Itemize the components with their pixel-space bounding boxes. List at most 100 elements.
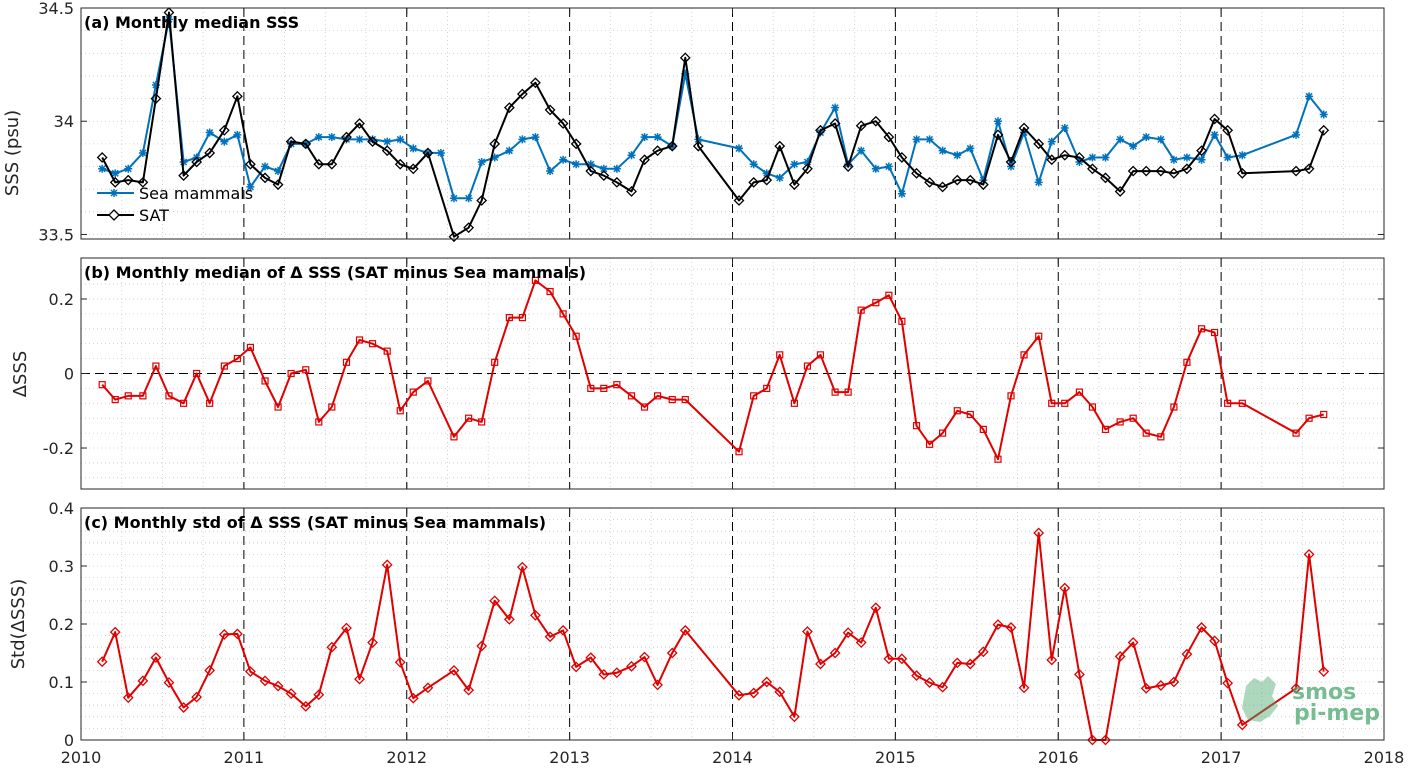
panel-a-point-sat — [666, 140, 678, 152]
panel-c-point-series — [489, 595, 501, 607]
panel-c-xtick-label: 2018 — [1364, 748, 1405, 767]
panel-b-point-series — [1170, 403, 1178, 411]
panel-c-point-series — [992, 619, 1004, 630]
panel-b-point-series — [966, 410, 974, 419]
panel-b-point-series — [274, 403, 282, 411]
panel-a-point-sat — [530, 77, 541, 89]
panel-a-point-sea-mammals — [884, 162, 893, 171]
panel-a-point-sat — [218, 124, 230, 136]
panel-a-point-sat — [231, 90, 243, 102]
panel-b-point-series — [1116, 418, 1124, 426]
panel-b-axes: -0.2 0 0.2 — [43, 257, 1385, 490]
panel-b-point-series — [287, 369, 295, 378]
panel-a-point-sea-mammals — [938, 146, 947, 155]
panel-b-point-series — [302, 366, 310, 374]
smos-pimep-logo: smos pi-mep — [1242, 676, 1380, 726]
panel-a-point-sat — [1318, 124, 1330, 136]
panel-b-point-series — [111, 395, 119, 404]
panel-a-point-sea-mammals — [857, 146, 866, 155]
panel-a-point-sat — [733, 195, 745, 206]
panel-c-point-series — [516, 561, 528, 573]
panel-a-point-sat — [1155, 165, 1167, 177]
panel-a-point-sea-mammals — [505, 146, 514, 155]
panel-a-point-sat — [122, 174, 134, 186]
panel-b-ytick-label: 0 — [64, 365, 74, 384]
panel-a-point-sat — [463, 222, 475, 234]
panel-b-point-series — [1305, 414, 1313, 422]
panel-a-point-sat — [503, 102, 515, 114]
panel-b-point-series — [572, 332, 580, 340]
panel-a-point-sat — [1196, 145, 1207, 157]
panel-b-point-series — [478, 418, 486, 426]
panel-a-point-sea-mammals — [1238, 151, 1247, 160]
panel-a-point-sea-mammals — [124, 164, 133, 173]
panel-c-point-series — [354, 673, 365, 685]
panel-a-point-sea-mammals — [490, 153, 499, 162]
panel-c-point-series — [503, 613, 515, 625]
panel-b-point-series — [1075, 388, 1084, 396]
panel-c-point-series — [951, 657, 963, 669]
panel-c-point-series — [855, 637, 867, 648]
panel-a-point-sat — [109, 176, 121, 188]
panel-c-point-series — [679, 624, 691, 636]
panel-a-point-sea-mammals — [790, 160, 799, 169]
panel-a-point-sat — [761, 174, 773, 186]
panel-b-point-series — [844, 388, 852, 396]
panel-c-point-series — [570, 661, 582, 673]
panel-a: 33.5 34 34.5 (a) Monthly median SSS SSS (p… — [2, 0, 1385, 244]
panel-b-point-series — [872, 299, 880, 307]
panel-a-point-sea-mammals — [735, 144, 744, 153]
panel-a-point-sat — [1140, 165, 1152, 177]
panel-c-point-series — [557, 624, 569, 636]
panel-a-point-sat — [1209, 113, 1221, 125]
panel-c-ytick-label: 0.2 — [49, 615, 74, 634]
panel-a-point-sea-mammals — [912, 135, 921, 144]
panel-b-point-series — [1292, 429, 1300, 437]
panel-b-title: (b) Monthly median of Δ SSS (SAT minus S… — [84, 263, 586, 282]
panel-a-point-sea-mammals — [151, 81, 160, 89]
panel-c-point-series — [652, 679, 663, 691]
panel-b-point-series — [518, 314, 526, 322]
panel-a-point-sea-mammals — [233, 130, 242, 139]
panel-c-axes: 0 0.1 0.2 0.3 0.4 2010 2011 2012 2013 2014 2015 201… — [49, 499, 1405, 767]
panel-c-point-series — [218, 629, 230, 640]
panel-b-point-series — [233, 354, 241, 363]
panel-a-point-sea-mammals — [314, 133, 323, 142]
panel-b-point-series — [1020, 351, 1028, 359]
panel-a-point-sea-mammals — [586, 160, 595, 169]
panel-c-point-series — [476, 640, 488, 652]
panel-a-ylabel: SSS (psu) — [2, 110, 23, 196]
panel-c-xtick-label: 2010 — [61, 748, 102, 767]
panel-a-point-sat — [1127, 165, 1139, 177]
panel-a-point-sat — [774, 140, 786, 152]
panel-a-point-sea-mammals — [871, 164, 880, 173]
panel-b-ytick-label: 0.2 — [49, 290, 74, 309]
panel-a-point-sat — [313, 158, 325, 170]
panel-c-point-series — [1127, 637, 1139, 648]
panel-a-point-sat — [692, 140, 704, 152]
panel-c-point-series — [842, 627, 854, 639]
panel-b-point-series — [396, 407, 404, 415]
panel-b-point-series — [1048, 399, 1056, 407]
panel-c-xtick-label: 2011 — [224, 748, 265, 767]
panel-b-point-series — [1238, 399, 1246, 407]
panel-a-point-sea-mammals — [546, 167, 555, 176]
panel-a-point-sea-mammals — [1223, 153, 1232, 162]
panel-a-point-sat — [204, 147, 216, 159]
panel-c-point-series — [463, 684, 475, 696]
panel-a-point-sat — [96, 152, 108, 163]
legend-label-sea-mammals: Sea mammals — [139, 184, 253, 203]
panel-a-point-sea-mammals — [342, 135, 351, 144]
panel-a-point-sat — [1074, 152, 1085, 163]
panel-a-point-sea-mammals — [749, 160, 758, 169]
panel-b-point-series — [505, 314, 513, 322]
panel-c-title: (c) Monthly std of Δ SSS (SAT minus Sea … — [84, 513, 546, 532]
panel-b-point-series — [368, 340, 377, 348]
panel-a-point-sat — [788, 179, 800, 191]
panel-a-point-sat — [679, 52, 691, 64]
panel-a-point-sea-mammals — [1101, 153, 1110, 162]
panel-c-point-series — [1236, 719, 1248, 731]
panel-a-point-sat — [639, 154, 650, 166]
panel-a-point-sea-mammals — [1210, 130, 1219, 139]
panel-a-point-sea-mammals — [246, 182, 255, 191]
